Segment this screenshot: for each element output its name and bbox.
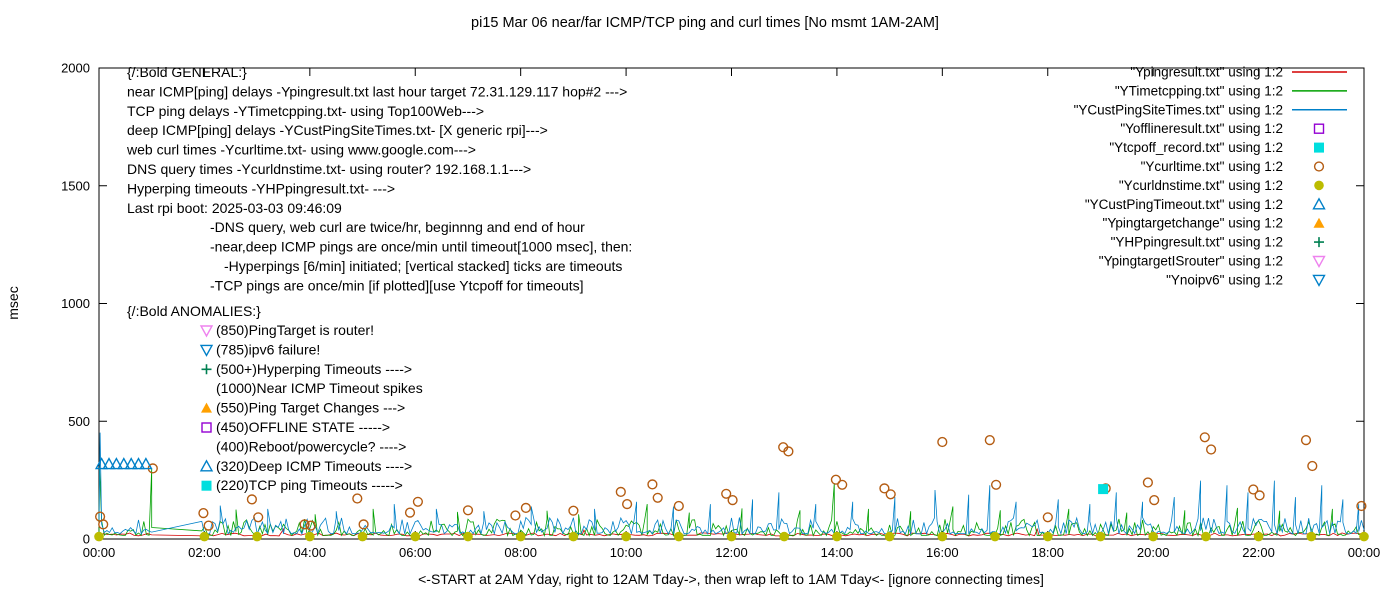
x-tick-label: 12:00 bbox=[715, 545, 748, 560]
annotation-anomaly-line: (785)ipv6 failure! bbox=[216, 341, 320, 357]
annotation-general-line: Hyperping timeouts -YHPpingresult.txt- -… bbox=[127, 180, 395, 196]
legend-marker-sample bbox=[1314, 180, 1324, 191]
plot-generated-content: 00:00 02:00 04:00 06:00 08:00 10:00 12:00 14:00… bbox=[61, 61, 1380, 561]
legend-label: "Ypingtargetchange" using 1:2 bbox=[1103, 216, 1283, 231]
annotation-general-line: TCP ping delays -YTimetcpping.txt- using… bbox=[127, 103, 484, 119]
series-line-YTimetcpping.txt bbox=[98, 467, 1365, 538]
legend-marker-sample bbox=[1312, 255, 1326, 268]
y-tick-label: 2000 bbox=[61, 61, 90, 76]
series-points-Ycurldnstime.txt bbox=[94, 531, 1369, 542]
x-tick-label: 00:00 bbox=[1348, 545, 1381, 560]
x-axis-label: <-START at 2AM Yday, right to 12AM Tday-… bbox=[418, 571, 1044, 587]
x-tick-label: 20:00 bbox=[1137, 545, 1170, 560]
annotation-general-line: {/:Bold GENERAL:} bbox=[127, 64, 247, 80]
anomaly-marker-triangle-filled bbox=[201, 402, 212, 413]
legend-marker-sample bbox=[1313, 161, 1325, 172]
legend-marker-sample bbox=[1312, 274, 1326, 287]
y-tick-label: 500 bbox=[68, 414, 90, 429]
legend-label: "Ycurldnstime.txt" using 1:2 bbox=[1119, 178, 1283, 193]
legend-label: "YTimetcpping.txt" using 1:2 bbox=[1115, 83, 1283, 98]
series-points-Ycurltime.txt bbox=[94, 432, 1367, 531]
legend-marker-sample bbox=[1313, 123, 1325, 134]
x-tick-label: 02:00 bbox=[188, 545, 221, 560]
annotation-general-line: deep ICMP[ping] delays -YCustPingSiteTim… bbox=[127, 122, 548, 138]
legend-label: "Ypingresult.txt" using 1:2 bbox=[1130, 65, 1283, 80]
legend-label: "Ynoipv6" using 1:2 bbox=[1166, 272, 1283, 287]
anomaly-marker-triangle-open bbox=[199, 459, 214, 472]
anomaly-marker-triangle-down-open bbox=[199, 344, 214, 357]
legend-marker-sample bbox=[1313, 217, 1325, 228]
annotation-general-line: web curl times -Ycurltime.txt- using www… bbox=[126, 142, 476, 158]
y-tick-label: 1000 bbox=[61, 296, 90, 311]
x-tick-label: 06:00 bbox=[399, 545, 432, 560]
x-tick-label: 16:00 bbox=[926, 545, 959, 560]
x-tick-label: 18:00 bbox=[1031, 545, 1064, 560]
annotation-general-line: -DNS query, web curl are twice/hr, begin… bbox=[210, 219, 585, 235]
series-points-YCustPingTimeout.txt bbox=[94, 457, 153, 470]
annotation-general-line: -Hyperpings [6/min] initiated; [vertical… bbox=[224, 258, 622, 274]
x-tick-label: 14:00 bbox=[821, 545, 854, 560]
y-tick-label: 0 bbox=[83, 532, 90, 547]
annotation-anomaly-line: (500+)Hyperping Timeouts ----> bbox=[216, 361, 412, 377]
legend-label: "Ycurltime.txt" using 1:2 bbox=[1141, 159, 1283, 174]
x-tick-label: 22:00 bbox=[1242, 545, 1275, 560]
anomaly-marker-triangle-down-open bbox=[199, 325, 214, 338]
series-line-YCustPingSiteTimes.txt bbox=[98, 432, 1365, 536]
legend-marker-sample bbox=[1314, 237, 1324, 248]
x-tick-label: 00:00 bbox=[83, 545, 116, 560]
chart-title: pi15 Mar 06 near/far ICMP/TCP ping and c… bbox=[471, 15, 939, 31]
legend-label: "Yofflineresult.txt" using 1:2 bbox=[1120, 121, 1283, 136]
legend-label: "YCustPingSiteTimes.txt" using 1:2 bbox=[1074, 102, 1283, 117]
annotation-anomaly-line: (400)Reboot/powercycle? ----> bbox=[216, 438, 406, 454]
annotation-general-line: -near,deep ICMP pings are once/min until… bbox=[210, 239, 632, 255]
annotation-anomaly-line: (550)Ping Target Changes ---> bbox=[216, 400, 405, 416]
anomaly-marker-square-filled bbox=[201, 480, 212, 491]
annotation-anomalies-header: {/:Bold ANOMALIES:} bbox=[127, 303, 261, 319]
anomaly-marker-plus bbox=[201, 364, 212, 375]
x-tick-label: 10:00 bbox=[610, 545, 643, 560]
annotation-general-line: Last rpi boot: 2025-03-03 09:46:09 bbox=[127, 200, 342, 216]
annotation-anomaly-line: (220)TCP ping Timeouts -----> bbox=[216, 477, 403, 493]
legend-marker-sample bbox=[1314, 142, 1324, 153]
legend-label: "YCustPingTimeout.txt" using 1:2 bbox=[1085, 197, 1283, 212]
y-axis-label: msec bbox=[5, 286, 21, 319]
annotation-anomaly-line: (450)OFFLINE STATE -----> bbox=[216, 419, 390, 435]
annotation-anomaly-line: (320)Deep ICMP Timeouts ----> bbox=[216, 458, 412, 474]
annotation-general-line: DNS query times -Ycurldnstime.txt- using… bbox=[127, 161, 531, 177]
anomaly-marker-square-open bbox=[201, 422, 212, 433]
annotation-anomaly-line: (850)PingTarget is router! bbox=[216, 322, 374, 338]
annotation-general-line: near ICMP[ping] delays -Ypingresult.txt … bbox=[127, 83, 627, 99]
y-tick-label: 1500 bbox=[61, 178, 90, 193]
legend-label: "YpingtargetISrouter" using 1:2 bbox=[1099, 254, 1283, 269]
x-tick-label: 08:00 bbox=[504, 545, 537, 560]
series-points-Ytcpoff_record.txt bbox=[1098, 484, 1109, 495]
legend-label: "YHPpingresult.txt" using 1:2 bbox=[1111, 235, 1283, 250]
legend-marker-sample bbox=[1312, 197, 1326, 210]
annotation-general-line: -TCP pings are once/min [if plotted][use… bbox=[210, 277, 584, 293]
x-tick-label: 04:00 bbox=[294, 545, 327, 560]
annotation-anomaly-line: (1000)Near ICMP Timeout spikes bbox=[216, 380, 423, 396]
legend-label: "Ytcpoff_record.txt" using 1:2 bbox=[1109, 140, 1283, 155]
